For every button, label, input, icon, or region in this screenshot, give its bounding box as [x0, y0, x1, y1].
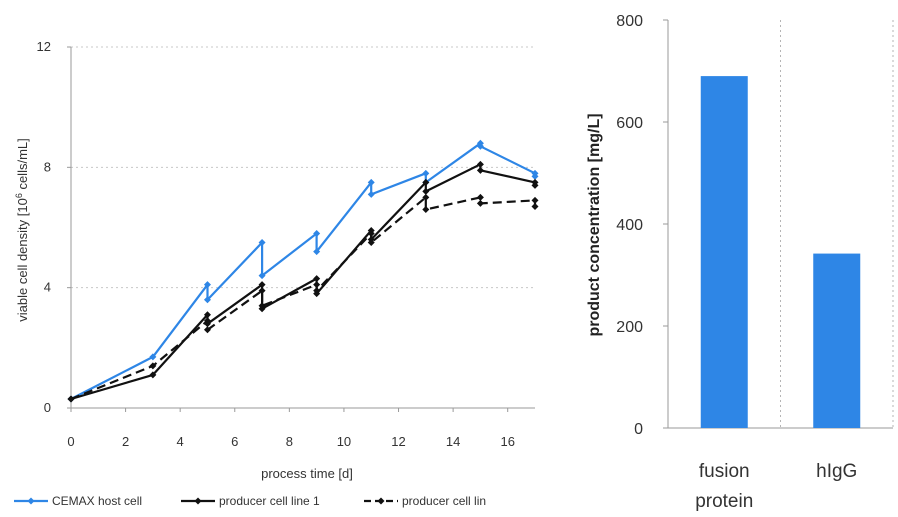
line-chart-x-ticks: 0 2 4 6 8 10 12 14 16: [67, 408, 515, 449]
bar-chart: 0 200 400 600 800 fusion protein hIgG product …: [586, 13, 894, 512]
line-chart-y-tick-1: 4: [44, 280, 51, 295]
line-series-0-point-8: [367, 178, 375, 186]
line-series-0-point-15: [531, 172, 539, 180]
line-series-2-point-6: [313, 281, 321, 289]
bar-category-0-line1: fusion: [699, 461, 750, 482]
line-series-0-path: [70, 142, 537, 400]
line-chart-x-tick-3: 6: [231, 434, 238, 449]
line-chart-gridlines: [71, 46, 535, 289]
line-series-1: [67, 160, 539, 403]
bar-0: [700, 76, 748, 428]
line-series-0-point-5: [258, 272, 266, 280]
bar-chart-gridlines: [780, 20, 894, 428]
bar-chart-y-tick-1: 200: [616, 319, 643, 336]
bar-chart-categories: fusion protein hIgG: [695, 461, 857, 512]
line-series-2-point-11: [422, 205, 430, 213]
line-series-2-point-0: [67, 395, 75, 403]
legend-marker-2: [377, 497, 385, 505]
line-series-2: [67, 193, 539, 403]
line-series-2-point-14: [531, 196, 539, 204]
bar-chart-y-tick-2: 400: [616, 217, 643, 234]
line-series-1-point-12: [476, 160, 484, 168]
line-chart-y-tick-0: 0: [44, 400, 51, 415]
line-series-2-point-10: [422, 193, 430, 201]
line-chart-x-tick-4: 8: [286, 434, 293, 449]
bar-chart-y-ticks: 0 200 400 600 800: [616, 13, 668, 438]
line-chart-x-tick-7: 14: [446, 434, 460, 449]
line-series-2-path: [70, 196, 537, 401]
line-chart-legend: CEMAX host cell producer cell line 1 produ…: [14, 494, 486, 508]
line-chart-y-axis-label: viable cell density [106 cells/mL]: [14, 138, 30, 322]
legend-label-2: producer cell lin: [402, 494, 486, 508]
line-chart-y-tick-2: 8: [44, 159, 51, 174]
bar-1: [813, 253, 861, 428]
bar-chart-y-tick-0: 0: [634, 421, 643, 438]
line-series-0-point-7: [313, 248, 321, 256]
bar-category-1-line1: hIgG: [816, 461, 857, 482]
legend-marker-0: [27, 497, 35, 505]
line-series-2-point-4: [258, 287, 266, 295]
line-chart-x-tick-6: 12: [391, 434, 405, 449]
bar-chart-y-tick-3: 600: [616, 115, 643, 132]
line-series-1-point-4: [258, 281, 266, 289]
line-series-2-point-3: [203, 326, 211, 334]
legend-label-0: CEMAX host cell: [52, 494, 142, 508]
line-series-2-point-7: [313, 287, 321, 295]
bar-chart-y-axis-label: product concentration [mg/L]: [586, 113, 603, 336]
line-series-1-point-11: [422, 187, 430, 195]
line-series-1-point-6: [313, 275, 321, 283]
line-chart-x-tick-0: 0: [67, 434, 74, 449]
line-series-0-point-9: [367, 190, 375, 198]
line-chart-y-ticks: 0 4 8 12: [37, 39, 71, 415]
line-series-0-point-1: [149, 353, 157, 361]
line-chart-x-tick-2: 4: [177, 434, 184, 449]
line-chart-axes: [70, 47, 535, 409]
line-series-0-point-10: [422, 169, 430, 177]
legend-label-1: producer cell line 1: [219, 494, 320, 508]
line-chart-x-tick-1: 2: [122, 434, 129, 449]
line-chart-x-tick-5: 10: [337, 434, 351, 449]
bar-category-0-line2: protein: [695, 491, 753, 512]
legend-marker-1: [194, 497, 202, 505]
line-series-2-point-15: [531, 202, 539, 210]
line-series-2-point-2: [203, 317, 211, 325]
line-series-0-point-3: [203, 296, 211, 304]
line-series-0-point-2: [203, 281, 211, 289]
line-chart-x-axis-label: process time [d]: [261, 466, 353, 481]
line-series-0-point-13: [476, 142, 484, 150]
line-series-0-point-4: [258, 239, 266, 247]
line-chart-series: [67, 139, 539, 403]
line-series-0-point-6: [313, 230, 321, 238]
line-chart-x-tick-8: 16: [500, 434, 514, 449]
bar-chart-bars: [700, 76, 861, 428]
bar-chart-y-tick-4: 800: [616, 13, 643, 30]
line-series-2-point-5: [258, 302, 266, 310]
line-chart-y-tick-3: 12: [37, 39, 51, 54]
line-series-2-point-13: [476, 199, 484, 207]
line-series-0: [67, 139, 539, 403]
line-series-2-point-9: [367, 239, 375, 247]
line-series-2-point-12: [476, 193, 484, 201]
line-series-2-point-1: [149, 362, 157, 370]
line-series-2-point-8: [367, 230, 375, 238]
line-series-1-point-13: [476, 166, 484, 174]
line-series-1-point-2: [203, 311, 211, 319]
line-series-1-point-10: [422, 178, 430, 186]
line-chart: 0 2 4 6 8 10 12 14 16 0 4 8 12 process time [d] via…: [14, 39, 539, 508]
line-series-1-point-15: [531, 181, 539, 189]
line-series-1-point-1: [149, 371, 157, 379]
